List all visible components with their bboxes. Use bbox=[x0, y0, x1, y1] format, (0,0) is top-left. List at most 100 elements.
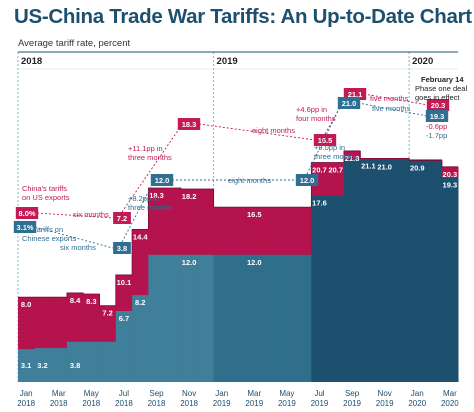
china-value-label: 7.2 bbox=[102, 309, 112, 318]
x-tick-label: 2018 bbox=[82, 399, 100, 408]
us-bar bbox=[66, 341, 84, 382]
x-tick-label: 2018 bbox=[17, 399, 35, 408]
china-end-box bbox=[426, 99, 450, 111]
x-tick-label: 2020 bbox=[408, 399, 426, 408]
us-bar bbox=[213, 254, 231, 382]
x-tick-label: Jan bbox=[411, 389, 424, 398]
china-value-label: 20.3 bbox=[443, 170, 458, 179]
x-tick-label: Jan bbox=[215, 389, 228, 398]
us-bar bbox=[262, 254, 280, 382]
us-start-box bbox=[13, 221, 37, 233]
china-step-note: eight months bbox=[252, 126, 295, 135]
china-step-note: five months bbox=[370, 94, 409, 103]
us-step-text: 21.0 bbox=[342, 99, 357, 108]
x-tick-label: 2019 bbox=[376, 399, 394, 408]
x-tick-label: Jan bbox=[20, 389, 33, 398]
china-step-line bbox=[18, 150, 458, 307]
us-value-label: 19.3 bbox=[443, 180, 458, 189]
us-series-label: Chinese exports bbox=[22, 234, 76, 243]
us-step-note: three months bbox=[314, 152, 358, 161]
us-bar bbox=[83, 341, 100, 382]
event-note-line: Phase one deal bbox=[415, 84, 467, 93]
us-step-box bbox=[337, 97, 361, 109]
x-tick-label: Jul bbox=[119, 389, 129, 398]
china-value-label: 18.3 bbox=[149, 191, 164, 200]
us-step-note: +8.2pp in bbox=[128, 194, 159, 203]
us-bar bbox=[409, 159, 426, 382]
us-bar bbox=[343, 159, 361, 382]
china-step-note: +11.1pp in bbox=[128, 144, 163, 153]
us-value-label: 12.0 bbox=[247, 258, 262, 267]
x-tick-label: Sep bbox=[149, 389, 164, 398]
us-bar bbox=[376, 159, 394, 382]
china-value-label: 8.3 bbox=[86, 297, 96, 306]
us-value-label: 3.2 bbox=[37, 361, 47, 370]
us-series-label: US tariffs on bbox=[22, 225, 63, 234]
chart-subtitle: Average tariff rate, percent bbox=[18, 38, 131, 49]
x-tick-label: Mar bbox=[52, 389, 66, 398]
china-step-text: 16.5 bbox=[318, 136, 333, 145]
x-tick-label: Jul bbox=[314, 389, 324, 398]
china-leader bbox=[36, 212, 115, 219]
x-tick-label: 2020 bbox=[441, 399, 459, 408]
us-bar bbox=[132, 295, 149, 382]
china-step-note: three months bbox=[128, 153, 172, 162]
us-step-note: three months bbox=[128, 203, 172, 212]
us-change-note: -1.7pp bbox=[426, 131, 447, 140]
us-step-note: five months bbox=[372, 104, 411, 113]
us-value-label: 21.0 bbox=[377, 162, 392, 171]
china-value-label: 10.1 bbox=[117, 278, 132, 287]
x-tick-label: 2019 bbox=[343, 399, 361, 408]
us-value-label: 8.2 bbox=[135, 298, 145, 307]
x-tick-label: May bbox=[279, 389, 294, 398]
china-value-label: 21.1 bbox=[361, 161, 376, 170]
us-bar bbox=[229, 254, 247, 382]
us-bar bbox=[164, 254, 182, 382]
us-step-note: eight months bbox=[228, 176, 271, 185]
event-note-line: goes in effect bbox=[415, 93, 460, 102]
year-label-2018: 2018 bbox=[21, 56, 42, 67]
x-tick-label: 2018 bbox=[180, 399, 198, 408]
us-bar bbox=[425, 159, 443, 382]
china-value-label: 18.2 bbox=[182, 192, 197, 201]
us-step-text: 12.0 bbox=[300, 176, 315, 185]
x-tick-label: Mar bbox=[247, 389, 261, 398]
us-value-label: 6.7 bbox=[119, 314, 129, 323]
us-bar bbox=[115, 310, 133, 382]
chart-title: US-China Trade War Tariffs: An Up-to-Dat… bbox=[14, 5, 472, 28]
us-value-label: 17.6 bbox=[312, 198, 327, 207]
us-bar bbox=[99, 341, 117, 382]
china-step-note: four months bbox=[296, 114, 336, 123]
year-label-2019: 2019 bbox=[217, 56, 238, 67]
us-step-text: 12.0 bbox=[155, 176, 170, 185]
us-leader bbox=[306, 106, 341, 175]
us-step-note: six months bbox=[60, 243, 96, 252]
x-tick-label: Sep bbox=[345, 389, 360, 398]
us-end-text: 19.3 bbox=[430, 112, 445, 121]
us-value-label: 3.1 bbox=[21, 361, 31, 370]
x-tick-label: Nov bbox=[378, 389, 392, 398]
china-step-box bbox=[113, 212, 131, 224]
china-value-label: 20.7 bbox=[312, 166, 327, 175]
us-bar bbox=[18, 349, 35, 382]
us-bar bbox=[148, 254, 166, 382]
us-bar bbox=[392, 159, 410, 382]
event-note-date: February 14 bbox=[421, 75, 464, 84]
x-tick-label: 2019 bbox=[278, 399, 296, 408]
china-end-text: 20.3 bbox=[431, 101, 446, 110]
china-step-text: 21.1 bbox=[348, 90, 363, 99]
china-start-text: 8.0% bbox=[18, 209, 35, 218]
china-leader bbox=[121, 128, 180, 213]
x-tick-label: Nov bbox=[182, 389, 196, 398]
us-bar bbox=[311, 195, 329, 382]
x-tick-label: 2019 bbox=[213, 399, 231, 408]
x-tick-label: 2019 bbox=[311, 399, 329, 408]
x-tick-label: 2019 bbox=[245, 399, 263, 408]
us-bar bbox=[50, 348, 68, 382]
us-value-label: 12.0 bbox=[182, 258, 197, 267]
x-tick-label: 2018 bbox=[148, 399, 166, 408]
us-step-box bbox=[113, 242, 131, 254]
china-step-box bbox=[177, 118, 201, 130]
us-start-text: 3.1% bbox=[16, 223, 33, 232]
us-leader bbox=[121, 184, 153, 243]
